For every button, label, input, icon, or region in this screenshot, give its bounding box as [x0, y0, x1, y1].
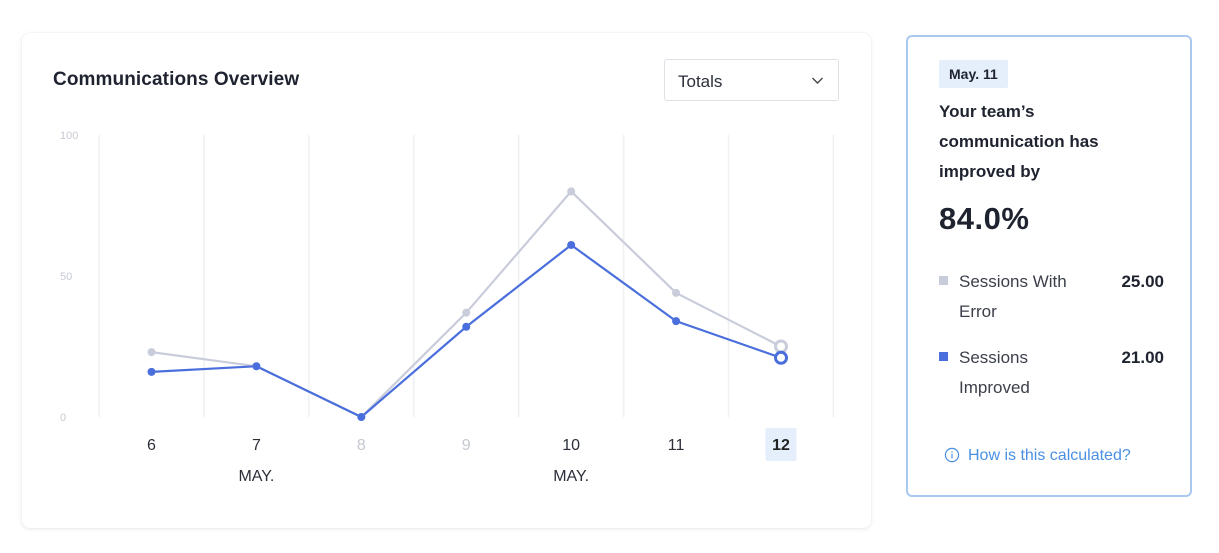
date-badge: May. 11 [939, 60, 1008, 88]
data-point-error [147, 348, 156, 357]
communications-overview-card: 0 50 100 6 7 8 9 10 11 12 MAY. MAY. Communications … [22, 33, 871, 528]
y-tick-label: 50 [60, 271, 72, 283]
x-tick-label: 8 [357, 437, 366, 454]
how-calculated-link[interactable]: How is this calculated? [944, 447, 1131, 468]
data-point-improved [252, 362, 261, 371]
legend-label-improved: Sessions Improved [959, 348, 1030, 397]
legend-value-improved: 21.00 [1121, 348, 1164, 367]
month-label: MAY. [238, 468, 274, 485]
line-chart: 0 50 100 6 7 8 9 10 11 12 MAY. MAY. [60, 130, 835, 485]
chart-title: Communications Overview [53, 69, 300, 90]
legend-swatch-error [939, 276, 948, 285]
x-tick-label: 7 [252, 437, 261, 454]
x-tick-label: 11 [668, 437, 685, 454]
x-tick-label: 6 [147, 437, 156, 454]
x-tick-label: 9 [462, 437, 471, 454]
data-point-error [672, 288, 681, 297]
insight-panel: May. 11 Your team’s communication has im… [906, 35, 1192, 497]
data-point-improved [567, 240, 576, 249]
info-icon [944, 447, 960, 468]
x-tick-label: 12 [772, 437, 790, 454]
data-point-improved [147, 367, 156, 376]
x-tick-label: 10 [562, 437, 580, 454]
dropdown-value: Totals [678, 72, 723, 91]
y-tick-label: 100 [60, 130, 78, 142]
legend-label-error: Sessions With Error [959, 272, 1067, 321]
how-calculated-label: How is this calculated? [968, 447, 1131, 464]
improvement-percent: 84.0% [939, 201, 1030, 236]
chevron-down-icon [811, 74, 824, 92]
legend-swatch-improved [939, 352, 948, 361]
data-point-error [774, 339, 788, 354]
month-label: MAY. [553, 468, 589, 485]
series-line-error [151, 190, 782, 419]
y-tick-label: 0 [60, 412, 66, 424]
data-point-improved [672, 317, 681, 326]
totals-dropdown[interactable]: Totals [664, 59, 839, 101]
legend-value-error: 25.00 [1121, 272, 1164, 291]
data-point-improved [357, 413, 366, 421]
series-line-improved [151, 243, 782, 419]
selected-day-highlight [765, 428, 797, 461]
data-point-improved [462, 322, 471, 331]
data-point-error [462, 308, 471, 317]
data-point-error [567, 187, 576, 196]
insight-headline: Your team’s communication has improved b… [939, 102, 1099, 181]
data-point-improved [774, 350, 788, 365]
